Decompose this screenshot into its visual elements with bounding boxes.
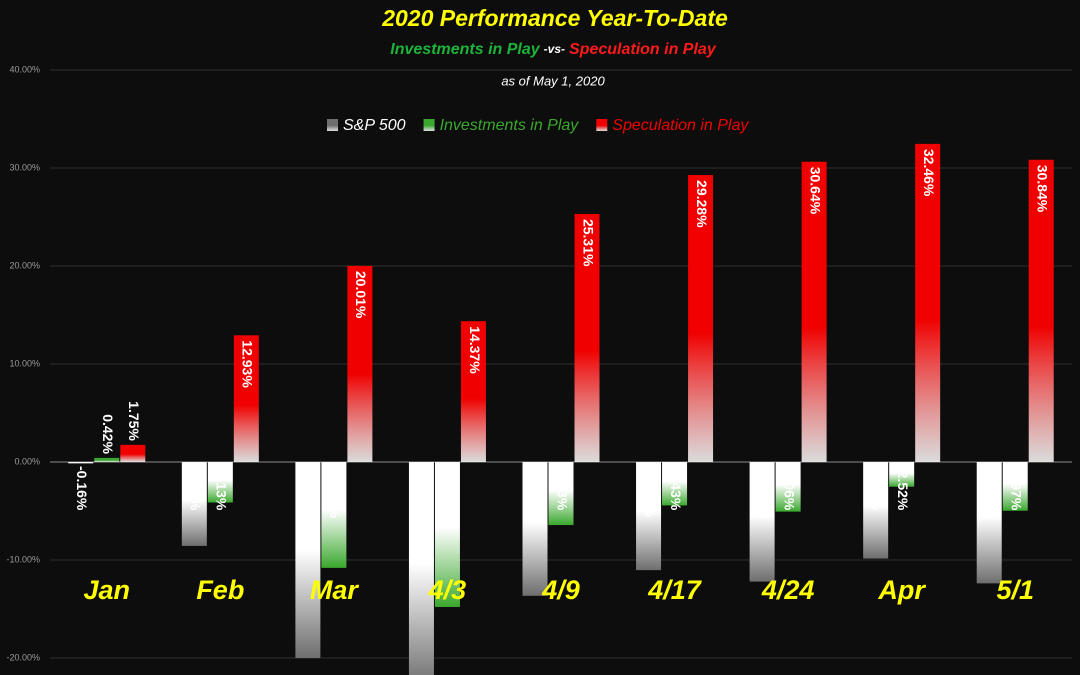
bar bbox=[68, 462, 94, 464]
value-label: -12.20% bbox=[755, 466, 771, 519]
value-label: -4.97% bbox=[1009, 466, 1025, 511]
bar bbox=[889, 462, 915, 487]
legend-swatch bbox=[423, 119, 435, 131]
x-tick-label: Feb bbox=[196, 575, 244, 605]
y-tick-label: 10.00% bbox=[9, 358, 40, 368]
value-label: -13.65% bbox=[528, 466, 544, 519]
value-label: -0.16% bbox=[74, 466, 90, 511]
bar bbox=[321, 462, 347, 568]
value-label: 14.37% bbox=[467, 326, 483, 374]
bar bbox=[460, 321, 486, 463]
subtitle-part: -vs- bbox=[544, 42, 565, 56]
value-label: -4.43% bbox=[668, 466, 684, 511]
bar bbox=[94, 457, 120, 463]
value-label: -11.03% bbox=[642, 466, 658, 518]
value-label: 25.31% bbox=[580, 219, 596, 267]
value-label: -12.38% bbox=[983, 466, 999, 519]
x-tick-label: Jan bbox=[84, 575, 131, 605]
legend-label: Investments in Play bbox=[440, 117, 580, 134]
bar bbox=[1028, 159, 1054, 463]
legend-label: Speculation in Play bbox=[612, 117, 749, 134]
legend-swatch bbox=[596, 119, 608, 131]
y-tick-label: 40.00% bbox=[9, 64, 40, 74]
bar bbox=[801, 161, 827, 463]
value-label: -9.85% bbox=[869, 466, 885, 511]
bar bbox=[749, 462, 775, 582]
bar bbox=[207, 462, 233, 503]
value-label: 1.75% bbox=[126, 401, 142, 441]
bar bbox=[408, 462, 434, 675]
value-label: 20.01% bbox=[353, 271, 369, 319]
x-tick-label: 4/17 bbox=[647, 575, 703, 605]
bar bbox=[688, 175, 714, 463]
bar bbox=[636, 462, 662, 571]
y-tick-label: 0.00% bbox=[14, 456, 40, 466]
subtitle-part: Speculation in Play bbox=[569, 41, 717, 58]
value-label: -10.80% bbox=[327, 466, 343, 519]
legend-swatch bbox=[327, 119, 338, 131]
x-tick-label: 4/9 bbox=[541, 575, 580, 605]
bar bbox=[522, 462, 548, 596]
value-label: -2.52% bbox=[895, 466, 911, 511]
bar bbox=[775, 462, 801, 512]
value-label: 29.28% bbox=[694, 180, 710, 228]
y-tick-label: -20.00% bbox=[6, 652, 40, 662]
value-label: 12.93% bbox=[240, 340, 256, 388]
x-tick-label: 4/3 bbox=[428, 575, 467, 605]
value-label: 32.46% bbox=[921, 149, 937, 197]
value-label: -4.13% bbox=[214, 466, 230, 511]
x-tick-label: 5/1 bbox=[996, 575, 1034, 605]
value-label: 0.42% bbox=[100, 414, 116, 454]
subtitle-part: Investments in Play bbox=[390, 41, 540, 58]
y-tick-label: 20.00% bbox=[9, 260, 40, 270]
y-tick-label: -10.00% bbox=[6, 554, 40, 564]
x-tick-label: Apr bbox=[877, 575, 926, 605]
x-tick-label: 4/24 bbox=[761, 575, 815, 605]
bar bbox=[347, 265, 373, 463]
bar bbox=[915, 143, 941, 463]
subtitle: Investments in Play -vs- Speculation in Pl… bbox=[390, 41, 717, 58]
value-label: -8.56% bbox=[188, 466, 204, 511]
y-tick-label: 30.00% bbox=[9, 162, 40, 172]
value-label: -6.43% bbox=[554, 466, 570, 511]
bar bbox=[1002, 462, 1028, 511]
legend-label: S&P 500 bbox=[343, 117, 406, 134]
bar bbox=[120, 444, 146, 463]
bar bbox=[181, 462, 207, 546]
bar bbox=[434, 462, 460, 607]
bar bbox=[574, 213, 600, 463]
bar bbox=[662, 462, 688, 506]
bar bbox=[548, 462, 574, 526]
value-label: 30.84% bbox=[1035, 165, 1051, 213]
value-label: -5.06% bbox=[781, 466, 797, 511]
bar bbox=[863, 462, 889, 559]
value-label: 30.64% bbox=[807, 167, 823, 215]
value-label: -14.79% bbox=[441, 466, 457, 519]
x-tick-label: Mar bbox=[310, 575, 360, 605]
chart-title: 2020 Performance Year-To-Date bbox=[381, 5, 728, 31]
bar bbox=[976, 462, 1002, 584]
note: as of May 1, 2020 bbox=[501, 73, 605, 88]
bar bbox=[295, 462, 321, 659]
bar bbox=[233, 335, 259, 463]
